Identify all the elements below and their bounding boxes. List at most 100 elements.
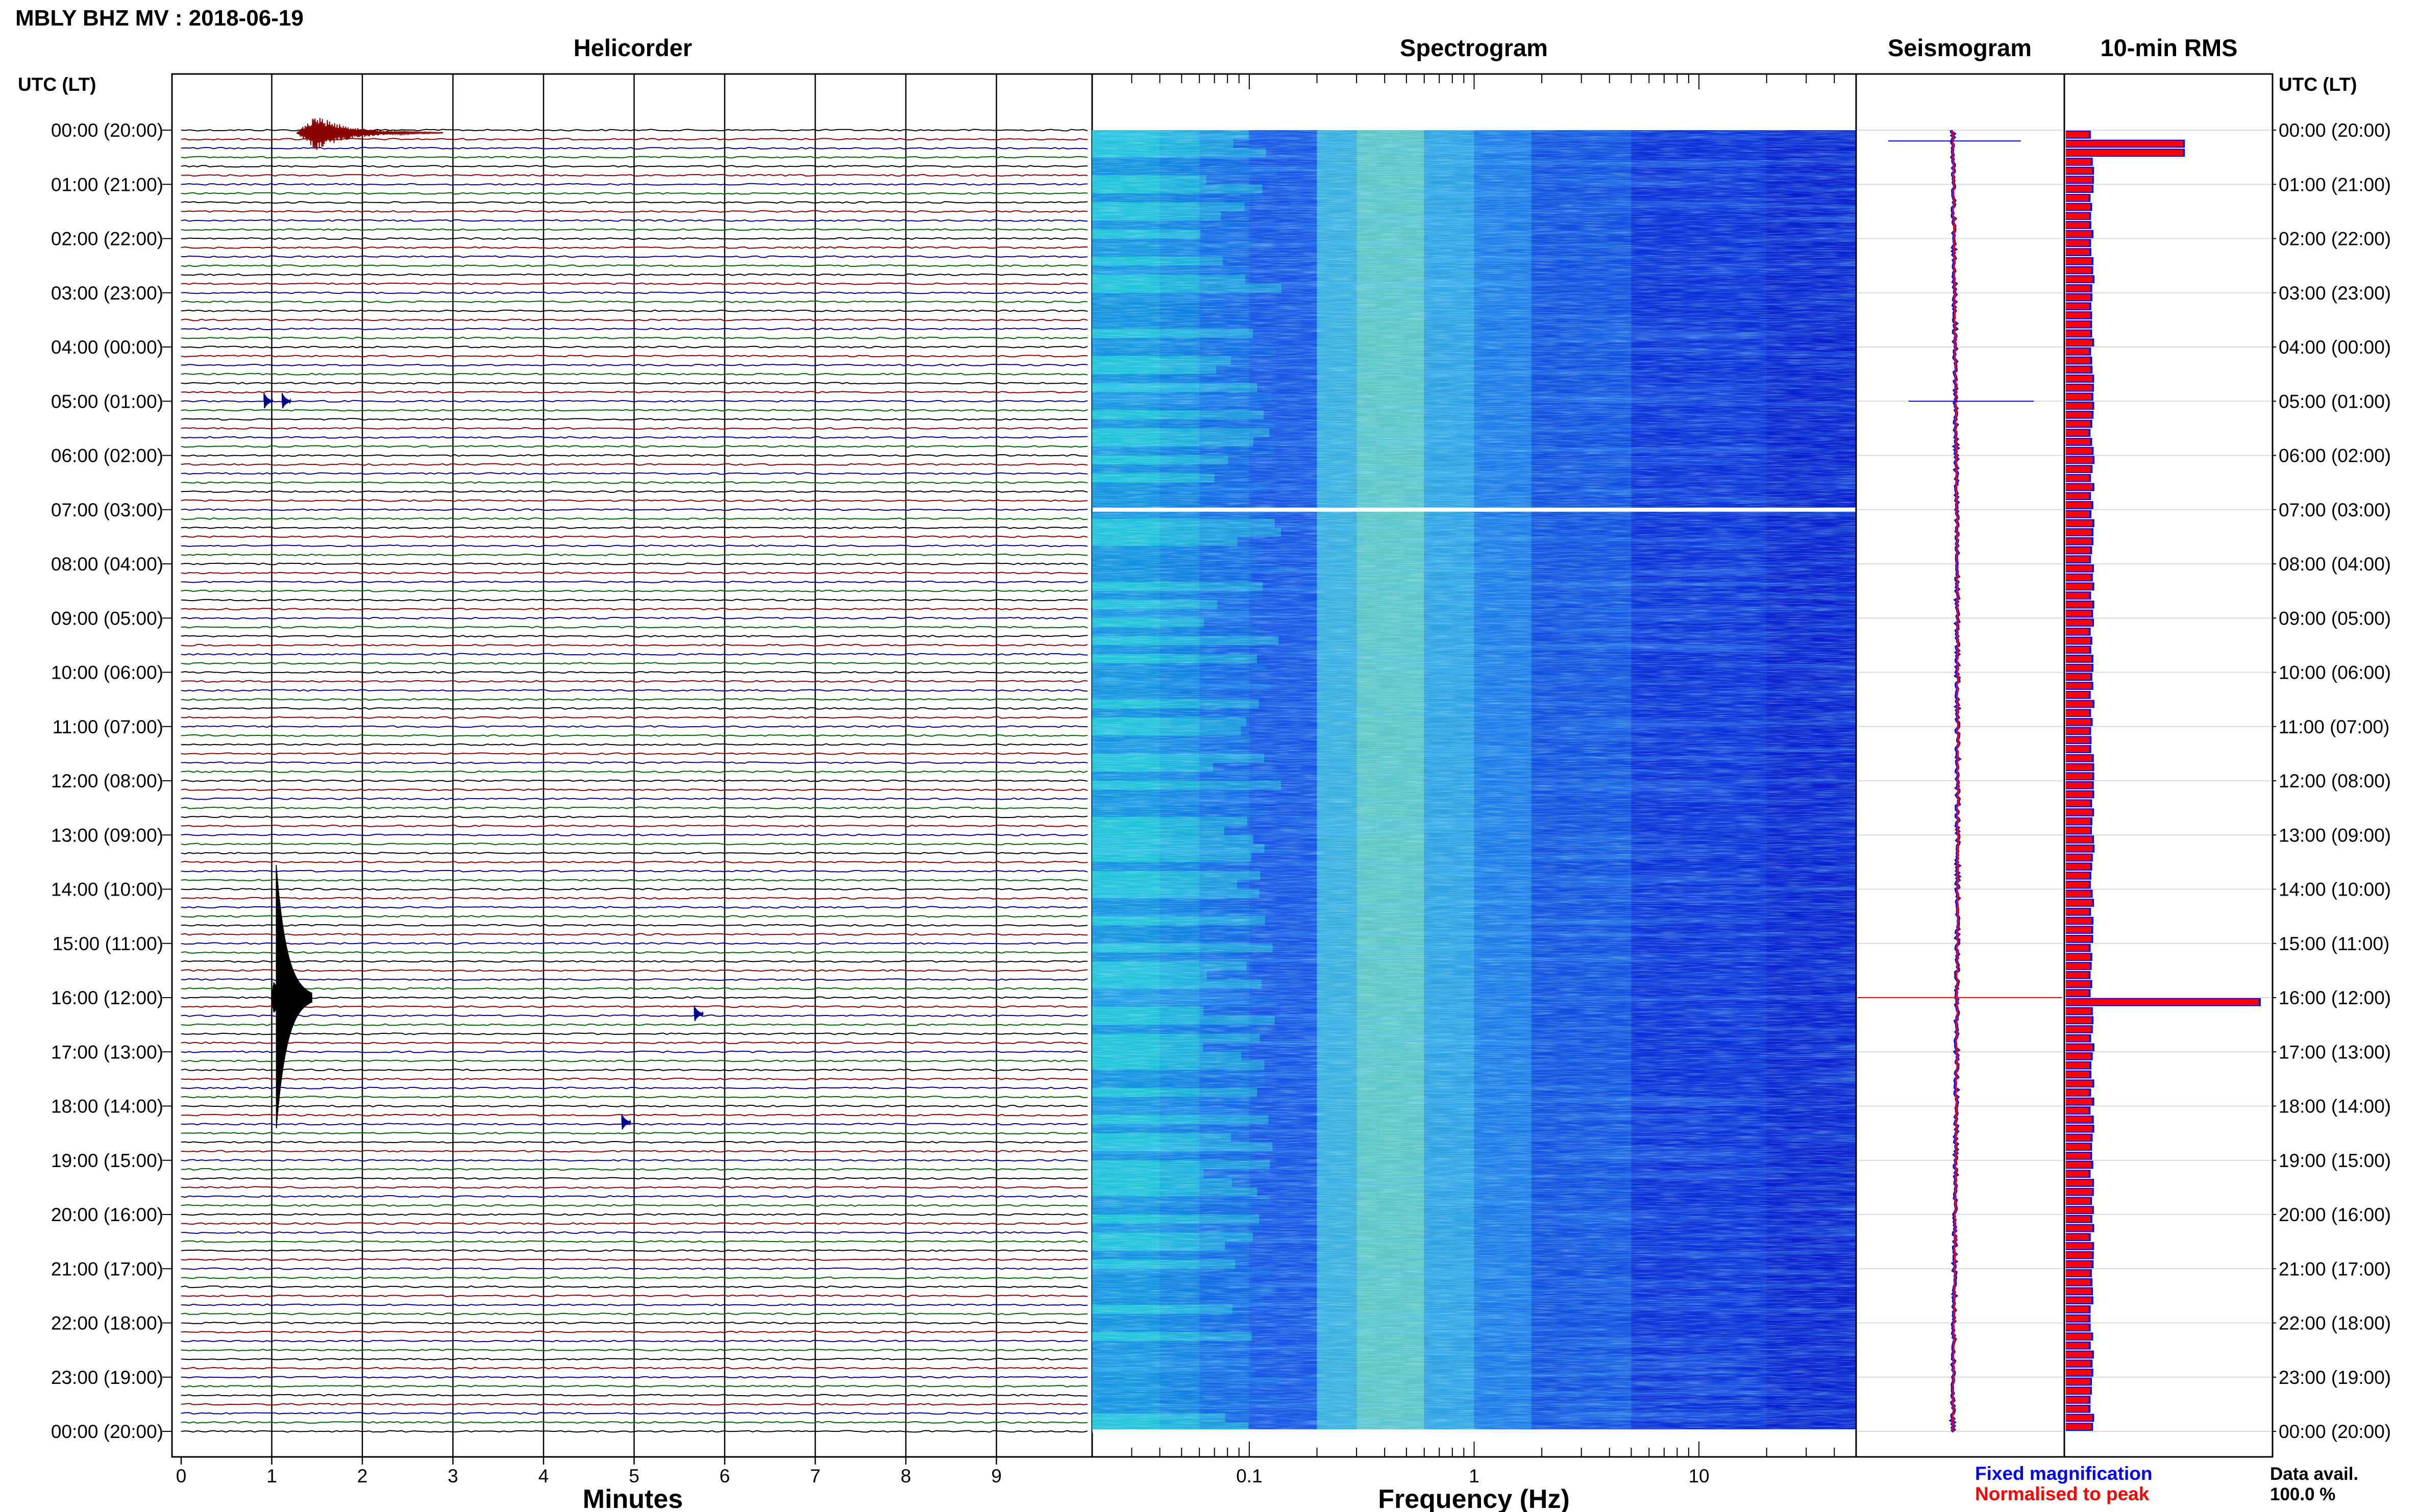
rms-bar-normalised [2066,1234,2089,1241]
rms-bar-normalised [2066,258,2092,264]
rms-bar-normalised [2066,945,2089,951]
helicorder-trace [181,1023,1088,1026]
helicorder-trace [181,1069,1088,1072]
helicorder-trace [181,481,1088,484]
rms-bar-normalised [2066,1125,2092,1132]
helicorder-trace [181,951,1088,954]
helicorder-trace [181,1403,1088,1406]
helicorder-trace [181,643,1088,647]
rms-bar-normalised [2066,448,2092,454]
helicorder-trace [181,463,1088,466]
helicorder-trace [181,978,1088,981]
rms-title: 10-min RMS [2101,34,2238,61]
rms-bar-normalised [2066,728,2089,734]
rms-bar-normalised [2066,222,2089,228]
rms-bar-normalised [2066,1342,2089,1349]
helicorder-trace [181,806,1088,809]
helicorder-trace [181,1249,1088,1252]
helicorder-trace [181,906,1088,909]
helicorder-trace [181,1096,1088,1099]
rms-bar-normalised [2066,773,2092,779]
time-label-left: 12:00 (08:00) [51,771,163,791]
helicorder-trace [181,770,1088,773]
helicorder-trace [181,689,1088,692]
rms-bar-normalised [2066,457,2093,463]
helicorder-trace [181,499,1088,502]
rms-bar-normalised [2066,647,2089,653]
rms-bar-normalised [2066,1008,2091,1014]
rms-bar-normalised [2066,430,2089,436]
rms-bar-normalised [2066,493,2089,500]
rms-bar-normalised [2066,249,2089,255]
rms-bar-normalised [2066,1171,2089,1177]
rms-bar-normalised [2066,357,2090,364]
time-label-left: 03:00 (23:00) [51,283,163,304]
rms-bar-normalised [2066,610,2091,617]
rms-bar-normalised [2066,890,2091,897]
time-label-left: 16:00 (12:00) [51,987,163,1008]
rms-bar-normalised [2066,818,2091,825]
helicorder-trace [181,1285,1088,1288]
rms-bar-normalised [2066,231,2092,237]
rms-bar-normalised [2066,1415,2092,1421]
helicorder-trace [181,1104,1088,1108]
minutes-tick-label: 9 [991,1466,1002,1486]
helicorder-trace [181,1177,1088,1180]
time-label-right: 14:00 (10:00) [2279,879,2391,900]
helicorder-trace [181,409,1088,412]
time-label-right: 07:00 (03:00) [2279,500,2391,520]
rms-bar-normalised [2066,574,2091,581]
helicorder-trace [181,1195,1088,1198]
rms-bar-normalised [2066,1134,2091,1141]
helicorder-trace [181,698,1088,701]
helicorder-trace [181,517,1088,520]
helicorder-trace [181,246,1088,249]
time-axis-label-left: UTC (LT) [18,74,96,95]
rms-bar-normalised [2066,854,2091,861]
rms-bar-normalised [2066,1017,2092,1024]
rms-bar-normalised [2066,556,2089,562]
rms-bar-normalised [2066,303,2089,310]
time-label-left: 17:00 (13:00) [51,1042,163,1062]
helicorder-trace [181,1303,1088,1306]
helicorder-trace [181,1005,1088,1008]
minutes-tick-label: 7 [810,1466,821,1486]
helicorder-trace [181,752,1088,755]
helicorder-trace [181,797,1088,801]
helicorder-trace [181,589,1088,592]
time-label-right: 00:00 (20:00) [2279,1421,2391,1442]
rms-bar-normalised [2066,637,2090,644]
rms-bar-normalised [2066,1261,2092,1268]
rms-bar-normalised [2066,403,2092,409]
helicorder-trace [181,915,1088,918]
helicorder-trace [181,355,1088,358]
rms-bar-normalised [2066,1044,2092,1051]
minutes-tick-label: 3 [448,1466,458,1486]
helicorder-trace [181,924,1088,927]
helicorder-trace [181,599,1088,602]
rms-bar-normalised [2066,1424,2091,1430]
helicorder-trace [181,635,1088,638]
rms-bar-normalised [2066,1333,2091,1340]
rms-bar-normalised [2066,1089,2089,1096]
helicorder-trace [181,1321,1088,1325]
helicorder-trace [181,508,1088,511]
helicorder-trace [181,1357,1088,1360]
rms-bar-normalised [2066,1370,2091,1376]
rms-bar-normalised [2066,276,2093,283]
helicorder-trace [181,327,1088,331]
rms-bar-normalised [2066,411,2092,418]
time-label-left: 08:00 (04:00) [51,554,163,575]
rms-bar-normalised [2066,1306,2089,1312]
rms-bar-normalised [2066,349,2089,355]
helicorder-trace [181,156,1088,159]
rms-bar-normalised [2066,755,2092,761]
rms-bar-normalised [2066,1071,2090,1078]
helicorder-trace [181,210,1088,213]
helicorder-trace [181,743,1088,746]
helicorder-trace [181,427,1088,430]
seismogram-title: Seismogram [1888,34,2032,61]
helicorder-trace [181,860,1088,864]
time-label-left: 14:00 (10:00) [51,879,163,900]
rms-bar-normalised [2066,863,2090,870]
